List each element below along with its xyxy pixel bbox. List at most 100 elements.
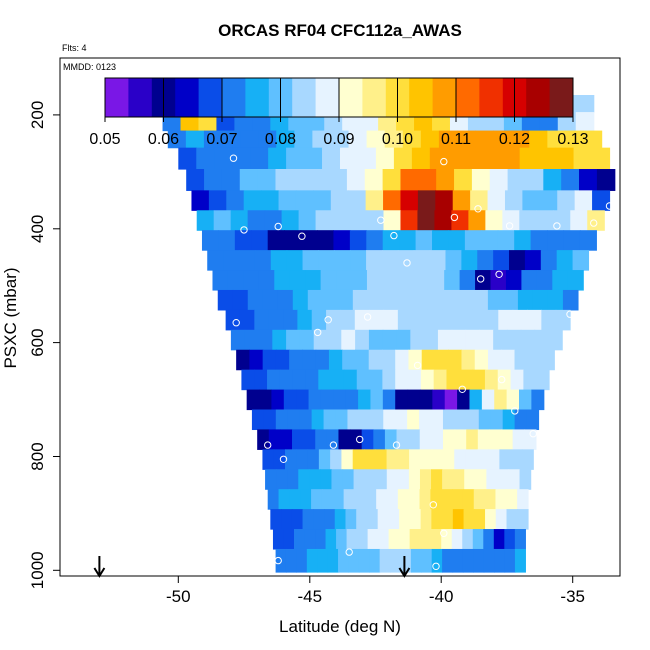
heatmap-cell [308,389,322,411]
heatmap-cell [432,389,446,411]
heatmap-cell [454,409,468,431]
heatmap-cell [426,309,442,331]
heatmap-cell [502,210,520,231]
heatmap-cell [431,409,444,431]
heatmap-cell [201,230,219,251]
heatmap-cell [345,509,357,530]
heatmap-cell [399,509,411,530]
heatmap-cell [524,429,537,450]
sample-point [477,275,485,283]
heatmap-cell [262,289,279,311]
colorbar-swatch [105,78,129,117]
heatmap-cell [393,147,413,170]
heatmap-cell [457,130,476,149]
heatmap-cell [185,130,205,149]
heatmap-cell [240,130,259,149]
heatmap-cell [357,147,377,170]
heatmap-cell [497,230,515,251]
heatmap-cell [493,529,505,550]
heatmap-cell [331,469,344,490]
heatmap-cell [400,548,412,573]
heatmap-cell [254,309,270,331]
heatmap-cell [366,509,379,530]
heatmap-cell [481,389,495,411]
heatmap-cell [382,230,400,251]
heatmap-cell [331,369,345,391]
heatmap-cell [488,349,502,371]
heatmap-cell [386,469,399,490]
heatmap-cell [299,409,313,431]
heatmap-cell [583,130,603,149]
heatmap-cell [579,169,598,191]
heatmap-cell [532,289,549,311]
heatmap-cell [457,389,471,411]
heatmap-cell [563,230,581,251]
heatmap-cell [433,369,448,391]
heatmap-cell [461,349,476,371]
heatmap-cell [453,469,465,490]
heatmap-cell [504,190,523,211]
heatmap-cell [575,95,595,113]
heatmap-cell [506,329,522,351]
heatmap-cell [424,329,439,351]
heatmap-cell [355,329,370,351]
heatmap-cell [561,169,580,191]
heatmap-cell [413,250,431,271]
heatmap-cell [430,529,442,550]
heatmap-cell [358,389,372,411]
heatmap-cell [442,548,454,573]
heatmap-cell [487,190,506,211]
heatmap-cell [271,389,285,411]
heatmap-cell [311,169,330,191]
heatmap-cell [307,449,320,470]
heatmap-cell [419,429,432,450]
heatmap-cell [442,469,454,490]
heatmap-cell [349,210,368,231]
heatmap-cell [501,429,514,450]
heatmap-cell [378,529,390,550]
heatmap-cell [463,509,475,530]
heatmap-cell [512,429,525,450]
sample-point [432,562,440,570]
heatmap-cell [230,329,246,351]
heatmap-cell [289,349,304,371]
heatmap-cell [419,489,431,510]
sample-point [264,441,272,449]
sample-point [274,222,282,231]
heatmap-cell [348,130,368,149]
heatmap-cell [441,489,453,510]
x-tick-label: -50 [166,587,191,606]
heatmap-cell [572,250,590,271]
heatmap-cell [407,409,420,431]
heatmap-cell [292,289,309,311]
heatmap-cell [320,469,333,490]
sample-point [240,226,248,234]
heatmap-cell [369,369,383,391]
heatmap-cell [397,309,413,331]
heatmap-cell [328,349,343,371]
heatmap-cell [547,289,564,311]
heatmap-cell [469,389,483,411]
heatmap-cell [292,429,305,450]
heatmap-cell [525,169,544,191]
heatmap-cell [397,270,414,291]
heatmap-cell [377,509,390,530]
heatmap-cell [311,489,323,510]
heatmap-cell [487,289,504,311]
sample-point [495,270,503,278]
heatmap-cell [548,329,563,351]
colorbar-swatch [128,78,153,117]
heatmap-cell [223,250,240,271]
heatmap-cell [268,147,287,170]
heatmap-cell [241,369,255,391]
heatmap-cell [448,230,466,251]
heatmap-cell [499,449,512,470]
heatmap-cell [511,130,530,149]
heatmap-cell [334,250,351,271]
heatmap-cell [294,130,313,149]
heatmap-cell [446,369,460,391]
heatmap-cell [295,190,314,211]
heatmap-cell [236,349,251,371]
heatmap-cell [531,389,545,411]
heatmap-cell [397,489,410,510]
